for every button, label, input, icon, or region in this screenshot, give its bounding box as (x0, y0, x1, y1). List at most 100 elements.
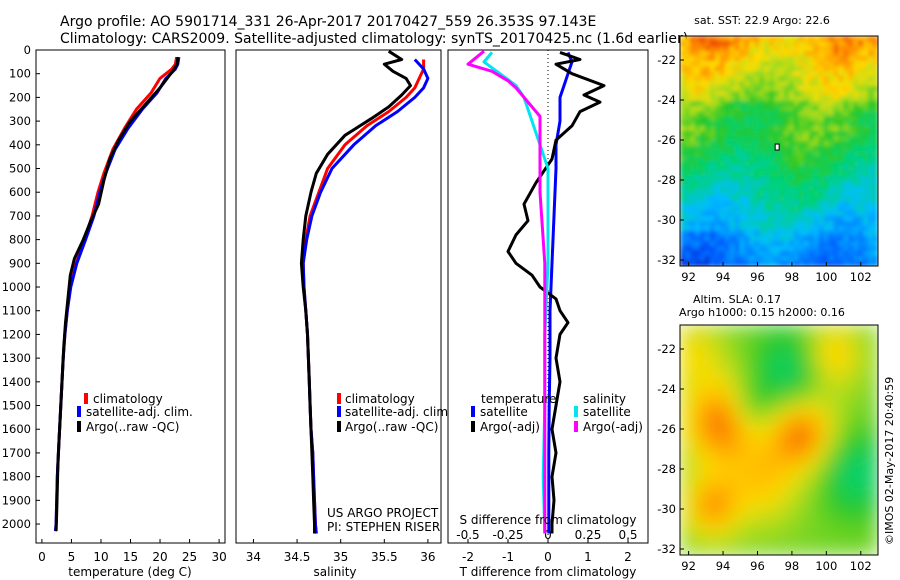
sst-cell (808, 71, 815, 77)
sst-cell (863, 186, 869, 192)
sst-cell (838, 91, 844, 97)
sst-cell (823, 71, 830, 77)
sst-cell (684, 71, 691, 77)
sst-cell (813, 106, 820, 112)
sst-cell (734, 171, 740, 177)
sst-cell (734, 56, 740, 62)
sst-cell (694, 66, 701, 72)
sla-cell (759, 412, 767, 421)
sst-cell (749, 121, 755, 127)
sla-cell (818, 541, 826, 549)
sst-cell (783, 151, 790, 157)
sla-cell (812, 426, 820, 434)
depth-tick-label: 1000 (2, 280, 31, 294)
sla-cell (805, 527, 813, 536)
sst-cell (813, 216, 820, 222)
sst-cell (714, 146, 721, 152)
sla-cell (759, 453, 767, 461)
sst-cell (744, 86, 750, 92)
sst-cell (858, 231, 864, 237)
sst-cell (783, 136, 790, 142)
sst-cell (863, 36, 869, 42)
sla-cell (693, 548, 701, 555)
sst-cell (863, 251, 869, 257)
sst-cell (779, 226, 785, 232)
sst-cell (769, 161, 775, 167)
sst-cell (868, 81, 874, 87)
sla-cell (765, 358, 773, 367)
sla-cell (805, 379, 813, 387)
sst-cell (749, 126, 755, 132)
sst-cell (744, 71, 750, 77)
sst-cell (724, 216, 731, 222)
sla-cell (706, 338, 714, 346)
depth-tick-label: 1100 (2, 304, 31, 318)
sst-cell (694, 246, 701, 252)
sst-cell (739, 171, 745, 177)
sst-cell (868, 186, 874, 192)
s-difference-axis: -0.5-0.2500.250.5 (456, 528, 637, 542)
sla-cell (812, 358, 820, 367)
sla-cell (792, 406, 800, 414)
sst-cell (868, 251, 874, 257)
sst-cell (714, 196, 721, 202)
sst-cell (813, 161, 820, 167)
sst-cell (843, 256, 849, 262)
sst-cell (699, 76, 706, 82)
sst-cell (828, 166, 835, 172)
sst-cell (838, 111, 844, 117)
sst-cell (699, 151, 706, 157)
sst-cell (828, 111, 835, 117)
sla-cell (765, 379, 773, 387)
t-difference-axis-label: T difference from climatology (459, 565, 637, 579)
sst-cell (699, 101, 706, 107)
sst-cell (823, 56, 830, 62)
sst-cell (843, 136, 849, 142)
legend-swatch-argo (337, 421, 341, 432)
sst-cell (759, 96, 765, 102)
sla-cell (746, 473, 754, 482)
sla-cell (699, 440, 707, 448)
sst-cell (744, 106, 750, 112)
sst-cell (774, 216, 780, 222)
sst-cell (848, 41, 854, 47)
sst-cell (803, 216, 810, 222)
sst-cell (699, 216, 706, 222)
sst-cell (783, 96, 790, 102)
sst-cell (858, 171, 864, 177)
sla-cell (851, 399, 859, 407)
sla-cell (752, 480, 760, 488)
sst-cell (793, 171, 800, 177)
sst-cell (863, 166, 869, 172)
sla-cell (858, 399, 866, 407)
sst-cell (838, 76, 844, 82)
sst-cell (759, 166, 765, 172)
sst-cell (793, 96, 800, 102)
sla-cell (818, 352, 826, 360)
sst-cell (754, 201, 760, 207)
sst-cell (774, 36, 780, 42)
sla-cell (706, 507, 714, 516)
sst-cell (858, 91, 864, 97)
sla-cell (792, 325, 800, 333)
sst-cell (798, 196, 805, 202)
sst-cell (764, 46, 770, 52)
sst-cell (769, 236, 775, 242)
x-tick-label: 25 (182, 550, 197, 564)
sst-cell (818, 51, 825, 57)
sla-cell (680, 385, 688, 394)
sla-cell (871, 473, 878, 482)
sst-cell (764, 176, 770, 182)
sst-cell (813, 131, 820, 137)
sla-cell (686, 352, 694, 360)
sst-cell (680, 256, 686, 262)
sla-cell (706, 440, 714, 448)
sst-cell (833, 211, 839, 217)
sla-cell (812, 507, 820, 516)
sst-cell (853, 41, 859, 47)
sst-cell (858, 186, 864, 192)
sst-cell (779, 231, 785, 237)
sst-cell (699, 231, 706, 237)
sst-cell (793, 106, 800, 112)
sla-cell (706, 433, 714, 441)
